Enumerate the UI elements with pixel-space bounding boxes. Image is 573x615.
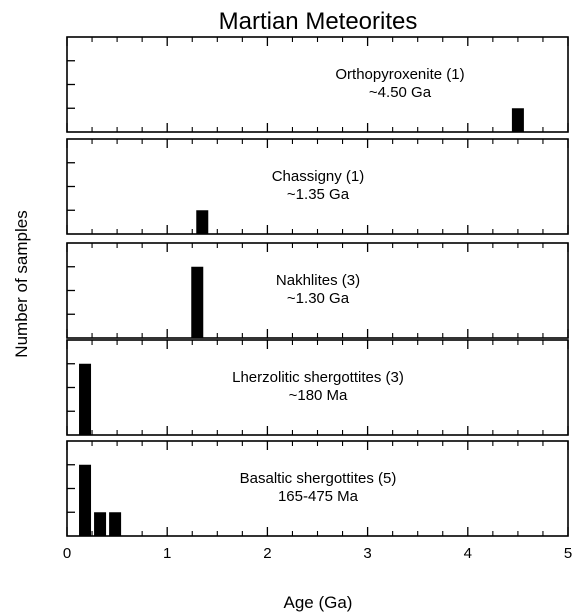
bar-panel-2-1 <box>196 210 209 234</box>
panel-1: Orthopyroxenite (1)~4.50 Ga <box>66 36 569 133</box>
bar-panel-5-3 <box>109 512 122 536</box>
panel-label: Basaltic shergottites (5) <box>240 470 397 487</box>
panel-label: Chassigny (1) <box>272 168 365 185</box>
panel-frame <box>66 36 569 133</box>
bar-panel-3-1 <box>191 266 204 338</box>
x-axis: 0 1 2 3 4 5 <box>63 545 572 562</box>
bar-panel-5-2 <box>94 512 107 536</box>
panel-sublabel: 165-475 Ma <box>278 488 359 505</box>
panel-label: Lherzolitic shergottites (3) <box>232 369 404 386</box>
chart-title: Martian Meteorites <box>219 8 418 35</box>
y-axis-label: Number of samples <box>12 210 31 357</box>
panel-3: Nakhlites (3)~1.30 Ga <box>66 242 569 339</box>
x-tick-label: 4 <box>464 545 472 562</box>
panel-sublabel: ~1.30 Ga <box>287 290 350 307</box>
panel-5: Basaltic shergottites (5)165-475 Ma <box>66 440 569 537</box>
x-axis-label: Age (Ga) <box>284 593 353 612</box>
panel-sublabel: ~180 Ma <box>289 387 348 404</box>
x-tick-label: 3 <box>363 545 371 562</box>
x-tick-label: 5 <box>564 545 572 562</box>
panel-2: Chassigny (1)~1.35 Ga <box>66 138 569 235</box>
panel-sublabel: ~4.50 Ga <box>369 84 432 101</box>
panel-label: Nakhlites (3) <box>276 272 360 289</box>
bar-panel-4-1 <box>79 363 92 435</box>
bar-panel-5-1 <box>79 464 92 536</box>
x-tick-label: 2 <box>263 545 271 562</box>
panel-4: Lherzolitic shergottites (3)~180 Ma <box>66 339 569 436</box>
x-tick-label: 0 <box>63 545 71 562</box>
bar-panel-1-1 <box>511 108 524 132</box>
panel-sublabel: ~1.35 Ga <box>287 186 350 203</box>
panel-label: Orthopyroxenite (1) <box>335 66 464 83</box>
x-tick-label: 1 <box>163 545 171 562</box>
